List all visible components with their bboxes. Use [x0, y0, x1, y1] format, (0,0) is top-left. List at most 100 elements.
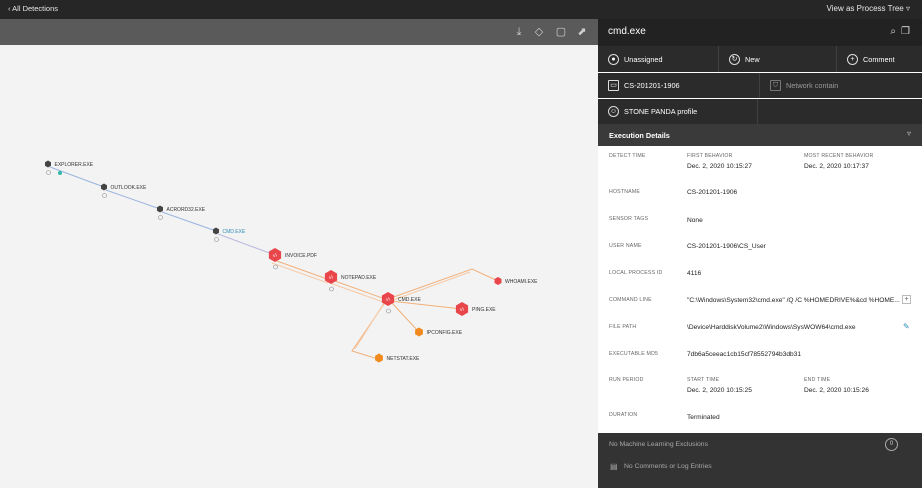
network-contain-label: Network contain [786, 81, 839, 90]
md5-value: 7db6a5ceeac1cb15cf78552794b3db31 [687, 351, 802, 358]
collapse-toggle-icon[interactable] [329, 286, 334, 292]
user-name-label: USER NAME [609, 243, 642, 249]
process-node[interactable] [455, 302, 469, 316]
end-time-value: Dec. 2, 2020 10:15:26 [804, 387, 869, 394]
hostname-label: HOSTNAME [609, 189, 640, 195]
collapse-toggle-icon[interactable] [386, 308, 391, 314]
first-behavior-value: Dec. 2, 2020 10:15:27 [687, 163, 752, 170]
process-node[interactable] [213, 227, 219, 235]
process-node-label: ACRORD32.EXE [167, 207, 206, 213]
command-line-value: "C:\Windows\System32\cmd.exe" /Q /C %HOM… [687, 297, 900, 304]
start-time-value: Dec. 2, 2020 10:15:25 [687, 387, 752, 394]
process-node[interactable] [381, 292, 395, 306]
process-node-label: EXPLORER.EXE [55, 162, 94, 168]
mask-icon: ☺ [608, 106, 619, 117]
collapse-toggle-icon[interactable] [46, 170, 51, 175]
process-node-label: OUTLOOK.EXE [111, 185, 148, 191]
process-tree-canvas[interactable]: ⤓ ◇ ▢ ⬈ EXPLORER.EXE OUTLOOK.EXE ACRORD32.… [0, 19, 598, 488]
expand-command-icon[interactable]: + [902, 295, 911, 304]
user-name-value: CS-201201-1906\CS_User [687, 243, 766, 250]
ml-exclusions-count: 0 [885, 438, 898, 451]
process-node[interactable] [324, 270, 338, 284]
sensor-tags-value: None [687, 217, 703, 224]
file-path-value: \Device\HarddiskVolume2\Windows\SysWOW64… [687, 324, 856, 331]
view-as-label: View as Process Tree [826, 4, 904, 13]
view-as-process-tree-dropdown[interactable]: View as Process Tree ▿ [827, 4, 910, 13]
recent-behavior-value: Dec. 2, 2020 10:17:37 [804, 163, 869, 170]
file-path-label: FILE PATH [609, 324, 637, 330]
command-line-label: COMMAND LINE [609, 297, 652, 303]
edge [354, 302, 385, 350]
status-button[interactable]: ↻ New [719, 46, 837, 72]
computer-icon: ▭ [608, 80, 619, 91]
first-behavior-label: FIRST BEHAVIOR [687, 153, 733, 159]
comment-button[interactable]: + Comment [837, 46, 922, 72]
section-title: Execution Details [609, 131, 670, 140]
process-node[interactable] [375, 353, 383, 363]
hostname-value: CS-201201-1906 [687, 189, 738, 196]
code-icon: ‹/› [386, 297, 391, 303]
host-button[interactable]: ▭ CS-201201-1906 [598, 73, 760, 98]
detect-time-label: DETECT TIME [609, 153, 646, 159]
host-label: CS-201201-1906 [624, 81, 680, 90]
process-node[interactable] [268, 248, 282, 262]
execution-details-header[interactable]: Execution Details ▿ [598, 124, 922, 146]
comments-icon: ▤ [610, 462, 618, 471]
status-label: New [745, 54, 760, 64]
external-link-icon[interactable]: ⬈ [577, 26, 587, 38]
status-dot-icon [58, 171, 62, 175]
assign-label: Unassigned [624, 54, 663, 64]
ml-exclusions-label[interactable]: No Machine Learning Exclusions [609, 441, 708, 448]
comments-label[interactable]: No Comments or Log Entries [624, 463, 712, 470]
chevron-down-icon: ▿ [906, 129, 911, 138]
user-icon: ● [608, 53, 619, 65]
collapse-toggle-icon[interactable] [273, 264, 278, 270]
edge [351, 300, 387, 360]
network-contain-icon: ⛉ [770, 80, 781, 91]
process-node-label: IPCONFIG.EXE [427, 330, 463, 336]
all-detections-label: All Detections [12, 4, 59, 13]
search-process-icon[interactable]: ⌕ [890, 26, 896, 37]
process-node[interactable] [45, 160, 51, 168]
all-detections-link[interactable]: ‹ All Detections [8, 4, 59, 13]
duration-value: Terminated [687, 414, 720, 421]
panel-header: cmd.exe ⌕ ❐ [598, 19, 922, 46]
edge [389, 300, 463, 310]
actor-profile-link[interactable]: ☺ STONE PANDA profile [598, 99, 758, 124]
edge [161, 211, 217, 232]
process-node[interactable] [415, 327, 423, 337]
actor-label: STONE PANDA profile [624, 107, 698, 116]
expand-icon[interactable]: ▢ [555, 26, 567, 38]
edit-icon[interactable]: ✎ [903, 322, 910, 331]
process-node[interactable] [101, 183, 107, 191]
assign-button[interactable]: ● Unassigned [598, 46, 719, 72]
process-node-label: CMD.EXE [398, 297, 421, 303]
chevron-down-icon: ▿ [905, 4, 910, 13]
duration-label: DURATION [609, 412, 638, 418]
download-icon[interactable]: ⤓ [516, 26, 522, 38]
process-node[interactable] [494, 277, 502, 285]
actor-row: ☺ STONE PANDA profile [598, 99, 922, 124]
copy-icon[interactable]: ❐ [901, 26, 910, 37]
action-row: ● Unassigned ↻ New + Comment [598, 46, 922, 72]
edge [49, 166, 105, 188]
edge [331, 279, 389, 301]
edge [387, 268, 499, 300]
code-icon: ‹/› [329, 275, 334, 281]
process-node[interactable] [157, 205, 163, 213]
process-node-label: PING.EXE [472, 307, 496, 313]
layers-icon[interactable]: ◇ [534, 26, 544, 38]
top-bar: ‹ All Detections View as Process Tree ▿ [0, 0, 922, 19]
status-icon: ↻ [729, 53, 740, 65]
md5-label: EXECUTABLE MD5 [609, 351, 659, 357]
canvas-toolbar: ⤓ ◇ ▢ ⬈ [0, 19, 598, 45]
network-contain-button[interactable]: ⛉ Network contain [760, 73, 922, 98]
collapse-toggle-icon[interactable] [102, 193, 107, 198]
edge [105, 189, 161, 210]
edge [217, 233, 273, 255]
process-node-label: CMD.EXE [223, 229, 246, 235]
collapse-toggle-icon[interactable] [214, 237, 219, 242]
edge [273, 259, 331, 281]
code-icon: ‹/› [460, 307, 465, 313]
collapse-toggle-icon[interactable] [158, 215, 163, 220]
